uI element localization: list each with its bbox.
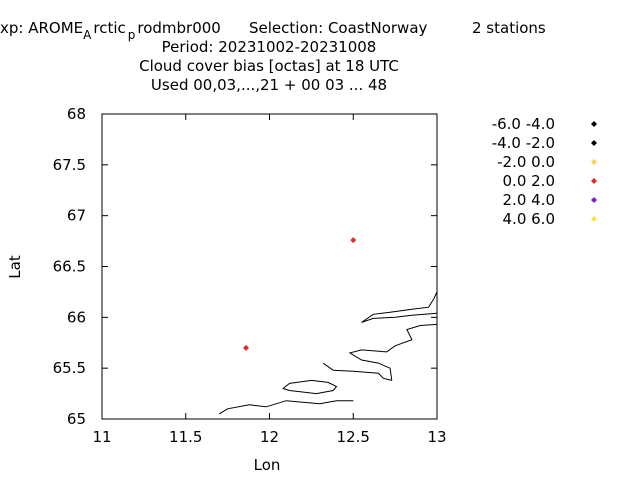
legend-label: 0.0 2.0 (503, 172, 555, 190)
legend-marker (591, 197, 597, 203)
coastline-segment-3 (348, 323, 438, 381)
x-axis-ticks: 11 11.5 12 12.5 13 (92, 114, 447, 446)
coastline-layer (218, 291, 438, 415)
y-tick-label: 65.5 (53, 359, 86, 377)
legend-marker (591, 178, 597, 184)
legend-marker (591, 121, 597, 127)
legend-label: -2.0 0.0 (497, 153, 555, 171)
title-exp: xp: AROMEA rctic p rodmbr000 (0, 19, 221, 42)
plot-frame (101, 113, 438, 420)
coastline-segment-4 (361, 291, 438, 323)
legend-label: 4.0 6.0 (503, 210, 555, 228)
title-stations: 2 stations (472, 19, 546, 37)
title-period: Period: 20231002-20231008 (162, 38, 377, 56)
coastline-segment-2 (322, 362, 392, 381)
y-tick-label: 66 (67, 308, 86, 326)
x-axis-label: Lon (254, 456, 281, 474)
y-axis-ticks: 65 65.5 66 66.5 67 67.5 68 (53, 105, 437, 428)
legend-label: -4.0 -2.0 (492, 134, 555, 152)
title-selection: Selection: CoastNorway (249, 19, 428, 37)
x-tick-label: 12.5 (337, 428, 370, 446)
coastline-segment-1 (282, 379, 338, 395)
coastline-segment-0 (218, 400, 354, 415)
legend-label: -6.0 -4.0 (492, 115, 555, 133)
title-variable: Cloud cover bias [octas] at 18 UTC (139, 57, 399, 75)
legend-label: 2.0 4.0 (503, 191, 555, 209)
legend-marker (591, 216, 597, 222)
x-tick-label: 11.5 (169, 428, 202, 446)
title-used: Used 00,03,...,21 + 00 03 ... 48 (151, 76, 387, 94)
data-points (243, 237, 357, 351)
y-tick-label: 65 (67, 410, 86, 428)
legend: -6.0 -4.0-4.0 -2.0-2.0 0.00.0 2.02.0 4.0… (492, 115, 597, 228)
legend-marker (591, 159, 597, 165)
data-point-1 (350, 237, 357, 244)
x-tick-label: 12 (260, 428, 279, 446)
y-tick-label: 67.5 (53, 156, 86, 174)
coastline-segment-5 (361, 312, 438, 323)
x-tick-label: 11 (92, 428, 111, 446)
x-tick-label: 13 (427, 428, 446, 446)
legend-marker (591, 140, 597, 146)
data-point-0 (243, 344, 250, 351)
y-tick-label: 67 (67, 207, 86, 225)
y-tick-label: 68 (67, 105, 86, 123)
y-axis-label: Lat (6, 255, 24, 279)
y-tick-label: 66.5 (53, 258, 86, 276)
